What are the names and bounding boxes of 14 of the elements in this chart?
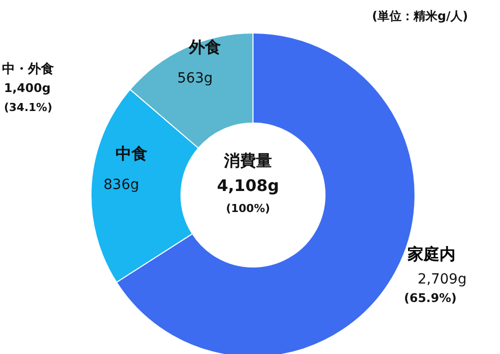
- text: (65.9%): [404, 291, 457, 305]
- text: (34.1%): [4, 101, 52, 114]
- text: 消費量: [224, 151, 272, 172]
- text: (100%): [226, 202, 270, 215]
- data-label: 2,709g: [418, 271, 467, 288]
- slice-label: 家庭内: [406, 244, 456, 264]
- text: 中・外食: [2, 61, 54, 78]
- data-label: 836g: [104, 177, 140, 194]
- text: 1,400g: [4, 81, 51, 95]
- text: 4,108g: [216, 176, 280, 195]
- slice-label: 外食: [188, 38, 221, 57]
- data-label: 563g: [177, 70, 213, 87]
- slice-label: 中食: [115, 144, 148, 164]
- text: (単位：精米g/人): [372, 8, 468, 25]
